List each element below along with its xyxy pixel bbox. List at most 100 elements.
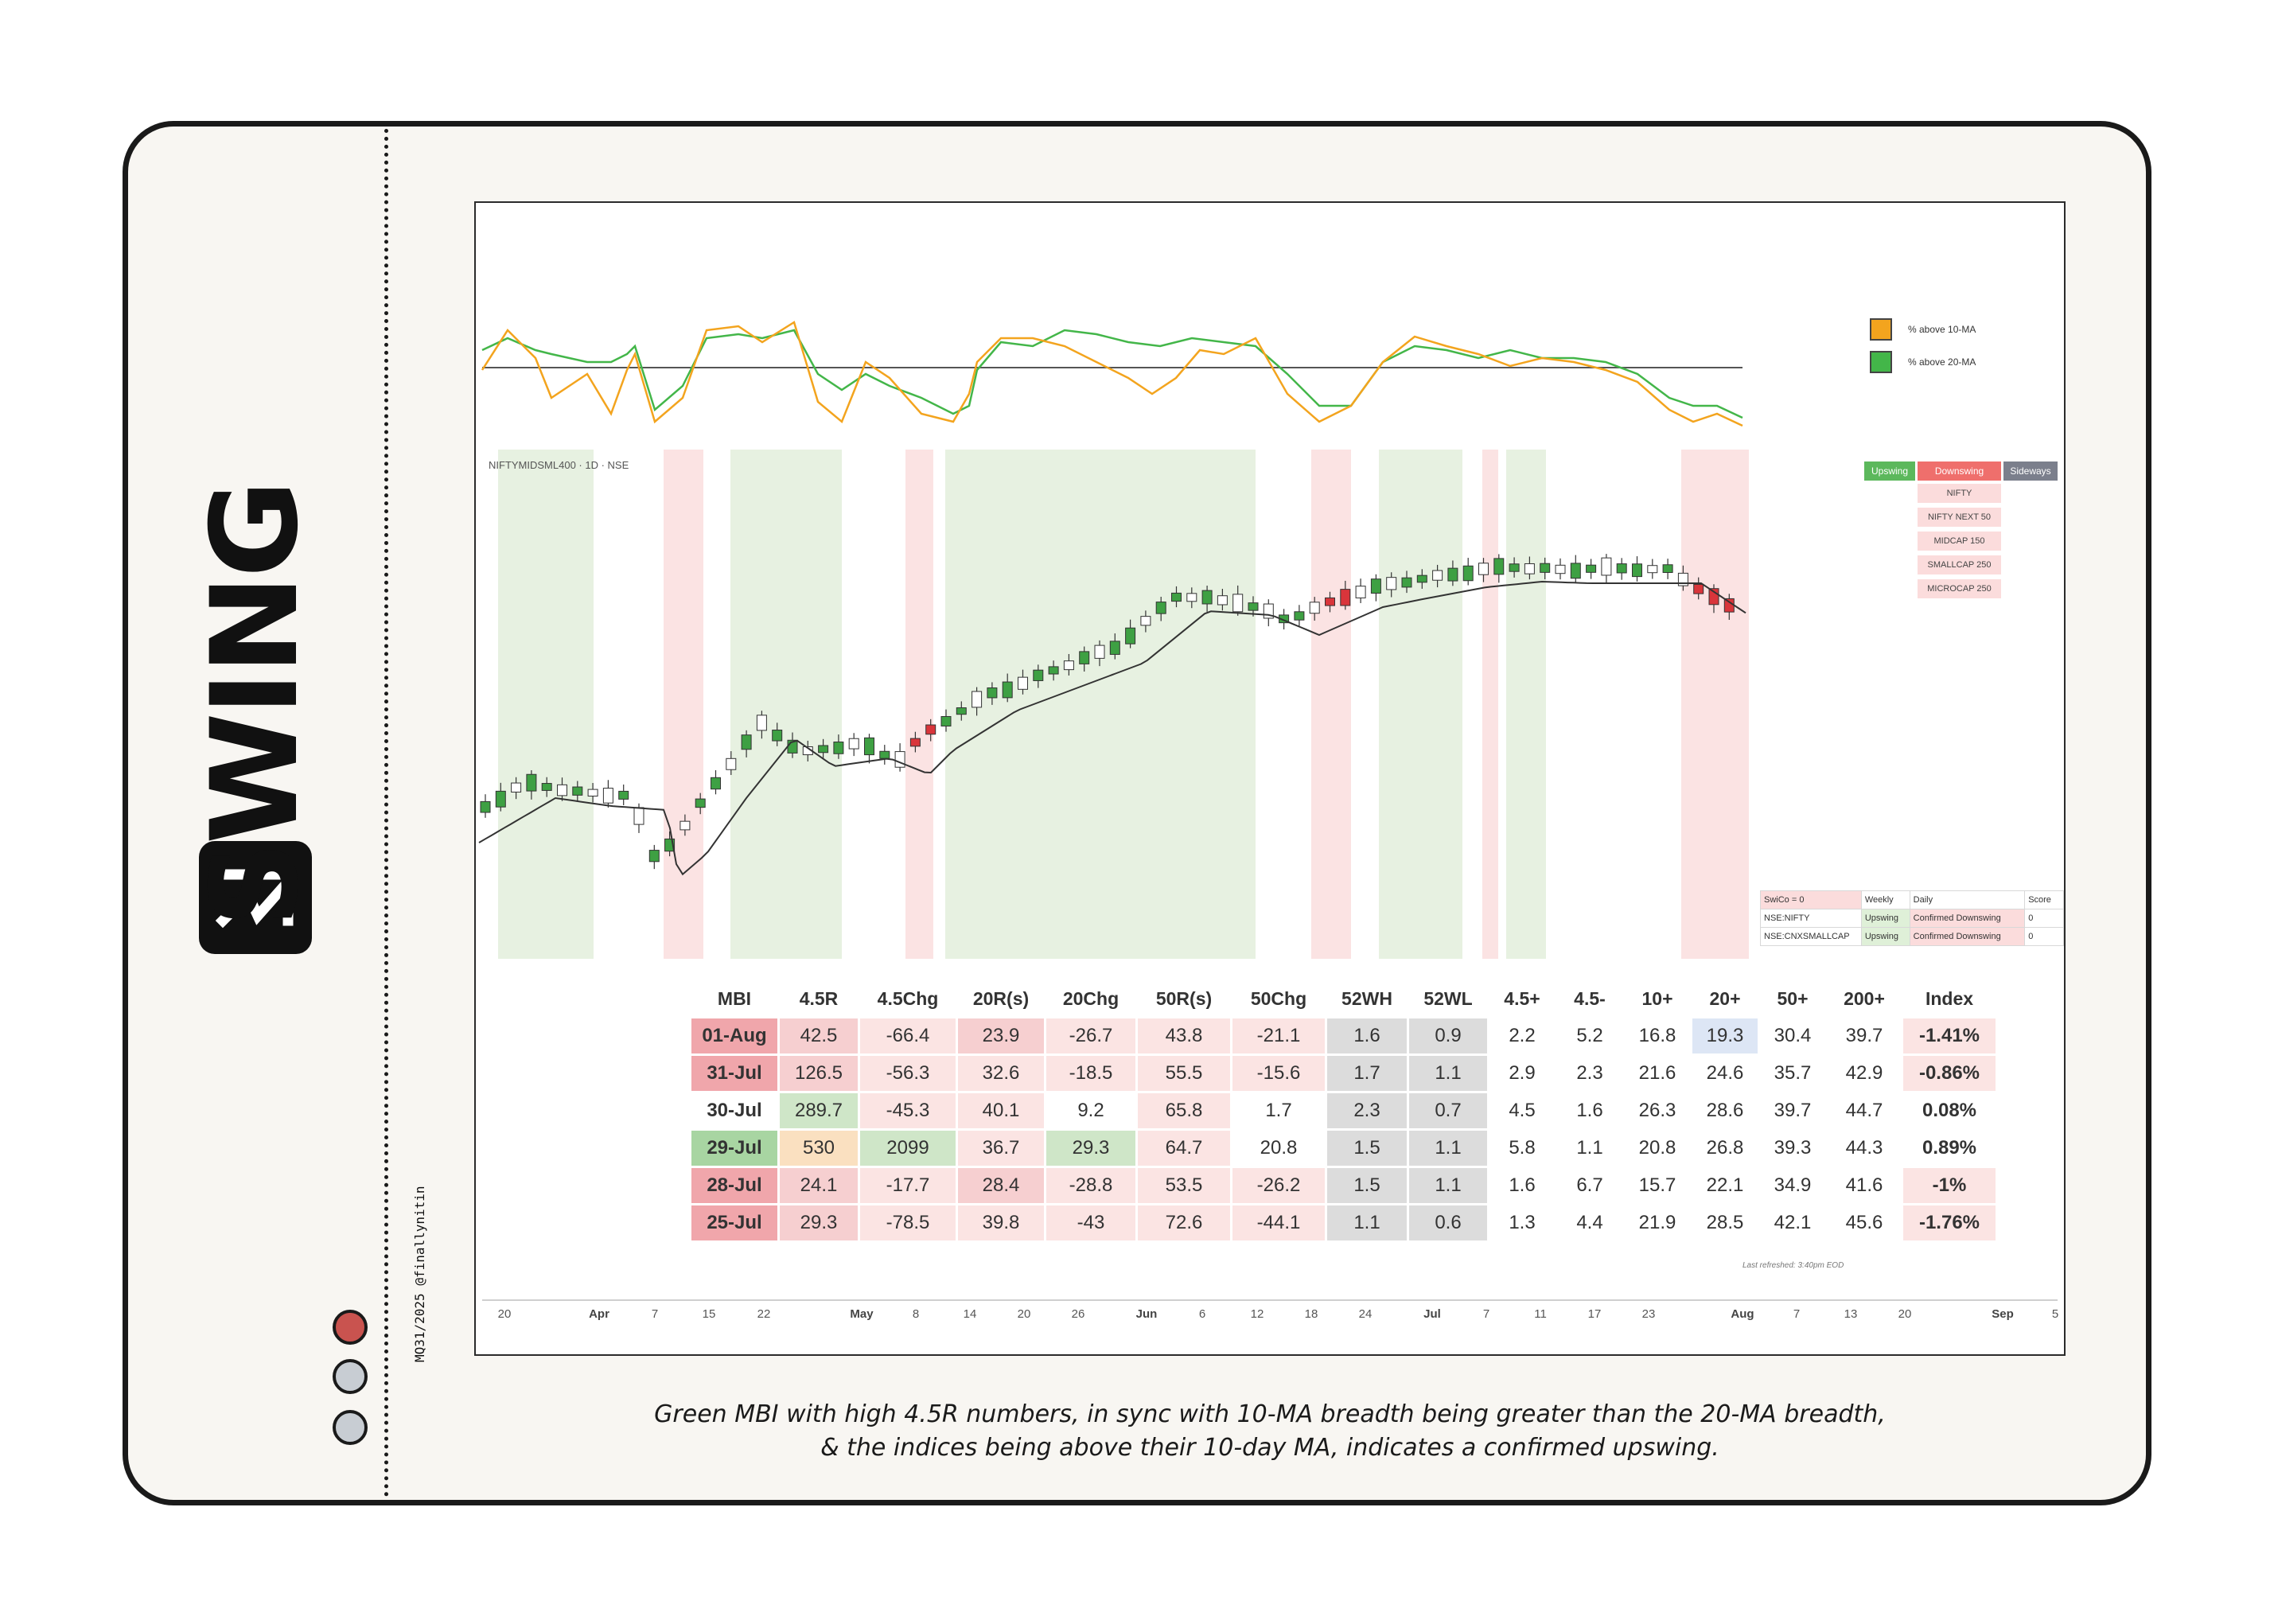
mbi-header-cell: 50+ <box>1777 987 1809 1009</box>
mbi-cell: 1.1 <box>1576 1137 1603 1159</box>
candle-body <box>557 784 567 796</box>
candle-body <box>1616 563 1627 574</box>
candle-body <box>818 745 829 754</box>
status-dot-grey <box>333 1410 368 1445</box>
mbi-cell: 42.5 <box>780 1018 858 1053</box>
status-dot-red <box>333 1310 368 1345</box>
swico-head-0: SwiCo = 0 <box>1760 890 1862 909</box>
swico-cell: NSE:NIFTY <box>1760 909 1862 928</box>
mbi-cell: 5.2 <box>1576 1025 1603 1046</box>
mbi-cell: 36.7 <box>958 1131 1044 1166</box>
candle-body <box>741 734 752 750</box>
candle-body <box>1478 563 1489 575</box>
x-axis-tick: 26 <box>1071 1307 1085 1321</box>
swico-head-3: Score <box>2024 890 2064 909</box>
x-axis-tick: 24 <box>1358 1307 1373 1321</box>
candle-body <box>1048 666 1059 675</box>
x-axis-tick: Jun <box>1135 1307 1158 1321</box>
x-axis-tick: 20 <box>1898 1307 1912 1321</box>
mbi-cell: 72.6 <box>1138 1205 1230 1240</box>
candle-body <box>756 715 767 731</box>
mbi-cell: 29.3 <box>1046 1131 1135 1166</box>
index-list-item: SMALLCAP 250 <box>1918 555 2001 574</box>
candle-body <box>1018 676 1028 690</box>
swing-zone-band <box>1506 450 1546 959</box>
swico-cell: 0 <box>2024 927 2064 946</box>
candle-body <box>1416 574 1427 583</box>
x-axis-tick: 7 <box>651 1307 659 1321</box>
swing-zone-band <box>498 450 594 959</box>
mbi-cell: 21.6 <box>1638 1062 1676 1084</box>
candle-body <box>1355 586 1366 598</box>
legend-swatch-20ma <box>1870 351 1892 373</box>
dotted-divider <box>384 121 388 1505</box>
x-axis-tick: Aug <box>1731 1307 1754 1321</box>
mbi-cell: 1.1 <box>1409 1131 1487 1166</box>
swing-zone-band <box>905 450 933 959</box>
candle-body <box>1462 565 1474 582</box>
swico-cell: Upswing <box>1860 927 1910 946</box>
candle-body <box>587 789 598 797</box>
mbi-cell: 28.6 <box>1706 1100 1744 1121</box>
x-axis-tick: Apr <box>589 1307 609 1321</box>
x-axis-tick: 14 <box>963 1307 977 1321</box>
mbi-cell: 20.8 <box>1638 1137 1676 1159</box>
candle-body <box>956 707 967 715</box>
candle-body <box>1063 660 1074 671</box>
mbi-cell: 26.3 <box>1638 1100 1676 1121</box>
mbi-cell: 55.5 <box>1138 1056 1230 1091</box>
mbi-cell: 2.3 <box>1576 1062 1603 1084</box>
candle-body <box>1033 669 1044 681</box>
candle-body <box>1125 627 1136 645</box>
swing-zone-band <box>1311 450 1351 959</box>
mbi-cell: 4.5 <box>1509 1100 1536 1121</box>
mbi-cell: 22.1 <box>1706 1174 1744 1196</box>
candle-body <box>541 783 552 791</box>
candle-body <box>1632 563 1642 578</box>
mbi-header-cell: 52WL <box>1423 987 1473 1009</box>
mbi-cell: 6.7 <box>1576 1174 1603 1196</box>
mbi-cell: 1.6 <box>1509 1174 1536 1196</box>
mbi-index-cell: -0.86% <box>1903 1056 1996 1091</box>
candle-body <box>1309 602 1320 614</box>
mbi-table: MBI 4.5R 4.5Chg 20R(s) 20Chg 50R(s) 50Chg 52WH 5… <box>689 979 1998 1243</box>
candle-body <box>1325 597 1335 606</box>
mbi-cell: -28.8 <box>1046 1168 1135 1203</box>
candle-body <box>1340 589 1351 606</box>
mbi-cell: 20.8 <box>1260 1137 1298 1159</box>
candle-body <box>602 788 613 804</box>
mbi-cell: 1.6 <box>1327 1018 1407 1053</box>
status-dot-grey <box>333 1359 368 1394</box>
x-axis-tick: 20 <box>497 1307 512 1321</box>
candle-body <box>909 738 921 747</box>
swico-cell: Upswing <box>1860 909 1910 928</box>
mbi-cell: 32.6 <box>958 1056 1044 1091</box>
candle-body <box>526 773 537 792</box>
price-candlestick-chart <box>478 450 1749 959</box>
candle-body <box>572 786 583 796</box>
mbi-header-cell: 4.5- <box>1574 987 1606 1009</box>
mbi-cell: 35.7 <box>1774 1062 1812 1084</box>
candle-body <box>726 757 737 770</box>
mbi-cell: 19.3 <box>1692 1018 1758 1053</box>
swing-zone-band <box>664 450 703 959</box>
breadth-line-20ma <box>481 329 1743 419</box>
mbi-cell: 16.8 <box>1638 1025 1676 1046</box>
candle-body <box>864 737 874 756</box>
mbi-cell: 40.1 <box>958 1093 1044 1128</box>
mbi-date-cell: 31-Jul <box>691 1056 777 1091</box>
mbi-cell: -26.7 <box>1046 1018 1135 1053</box>
x-axis-tick: 7 <box>1482 1307 1490 1321</box>
mbi-cell: 39.8 <box>958 1205 1044 1240</box>
swing-zone-band <box>945 450 1256 959</box>
index-list-item: NIFTY <box>1918 484 2001 503</box>
index-list-item: NIFTY NEXT 50 <box>1918 508 2001 527</box>
mbi-date-cell: 28-Jul <box>691 1168 777 1203</box>
mbi-cell: 2.9 <box>1509 1062 1536 1084</box>
mbi-cell: 65.8 <box>1138 1093 1230 1128</box>
candle-body <box>511 782 522 793</box>
mbi-cell: 1.1 <box>1409 1168 1487 1203</box>
refresh-footnote: Last refreshed: 3:40pm EOD <box>1742 1261 1844 1270</box>
x-axis-tick: 15 <box>702 1307 716 1321</box>
mbi-header-cell: 52WH <box>1341 987 1392 1009</box>
